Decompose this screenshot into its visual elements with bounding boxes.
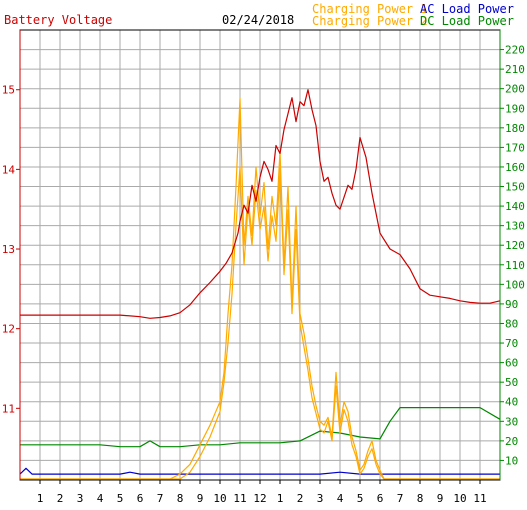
right-tick-label: 70 [505, 337, 518, 350]
x-tick-label: 4 [337, 492, 344, 505]
right-tick-label: 130 [505, 220, 525, 233]
x-tick-label: 2 [297, 492, 304, 505]
x-tick-label: 6 [137, 492, 144, 505]
right-tick-label: 110 [505, 259, 525, 272]
right-tick-label: 180 [505, 122, 525, 135]
x-tick-label: 7 [157, 492, 164, 505]
x-tick-label: 5 [117, 492, 124, 505]
right-tick-label: 50 [505, 376, 518, 389]
x-tick-label: 5 [357, 492, 364, 505]
left-tick-label: 11 [2, 402, 15, 415]
right-tick-label: 200 [505, 83, 525, 96]
right-tick-label: 20 [505, 435, 518, 448]
x-tick-label: 4 [97, 492, 104, 505]
legend: Charging Power 1 Charging Power 2 AC Loa… [312, 2, 514, 28]
left-tick-label: 13 [2, 243, 15, 256]
left-y-axis: 11 12 13 14 15 [2, 30, 21, 480]
right-tick-label: 150 [505, 181, 525, 194]
series-line-dc-load-power [20, 407, 501, 448]
series-line-battery-voltage [20, 89, 501, 319]
x-tick-label: 11 [233, 492, 246, 505]
x-tick-label: 8 [177, 492, 184, 505]
legend-dc-load-power: DC Load Power [420, 14, 514, 28]
left-axis-label: Battery Voltage [4, 13, 112, 27]
legend-charging-power-2: Charging Power 2 [312, 14, 428, 28]
chart-date-title: 02/24/2018 [222, 13, 294, 27]
x-tick-label: 6 [377, 492, 384, 505]
x-tick-label: 10 [213, 492, 226, 505]
series-line-charging-power-2 [20, 166, 500, 480]
x-tick-label: 11 [473, 492, 486, 505]
left-tick-label: 12 [2, 323, 15, 336]
x-tick-label: 8 [417, 492, 424, 505]
right-tick-label: 220 [505, 44, 525, 57]
legend-charging-power-1: Charging Power 1 [312, 2, 428, 16]
right-tick-label: 210 [505, 63, 525, 76]
x-tick-label: 3 [317, 492, 324, 505]
right-tick-label: 140 [505, 200, 525, 213]
x-tick-label: 9 [437, 492, 444, 505]
x-tick-label: 3 [77, 492, 84, 505]
x-axis: 1 2 3 4 5 6 7 8 9 10 11 12 1 2 3 4 5 6 7 8 9 10 11 [37, 480, 487, 505]
left-tick-label: 14 [2, 163, 16, 176]
right-tick-label: 30 [505, 415, 518, 428]
right-tick-label: 190 [505, 102, 525, 115]
x-tick-label: 1 [277, 492, 284, 505]
right-tick-label: 10 [505, 454, 518, 467]
right-tick-label: 60 [505, 357, 518, 370]
legend-ac-load-power: AC Load Power [420, 2, 514, 16]
right-tick-label: 160 [505, 161, 525, 174]
left-tick-label: 15 [2, 84, 15, 97]
x-tick-label: 1 [37, 492, 44, 505]
right-tick-label: 170 [505, 141, 525, 154]
x-tick-label: 10 [453, 492, 466, 505]
series-line-ac-load-power [19, 467, 500, 475]
x-tick-label: 9 [197, 492, 204, 505]
right-tick-label: 90 [505, 298, 518, 311]
right-tick-label: 100 [505, 278, 525, 291]
series-group [19, 89, 501, 480]
x-tick-label: 2 [57, 492, 64, 505]
right-y-axis: 10 20 30 40 50 60 70 80 90 100 110 120 130 140 150 160 1… [499, 30, 525, 480]
right-tick-label: 120 [505, 239, 525, 252]
x-tick-label: 12 [253, 492, 266, 505]
x-tick-label: 7 [397, 492, 404, 505]
right-tick-label: 80 [505, 317, 518, 330]
right-tick-label: 40 [505, 396, 518, 409]
series-line-charging-power-1 [20, 97, 500, 480]
